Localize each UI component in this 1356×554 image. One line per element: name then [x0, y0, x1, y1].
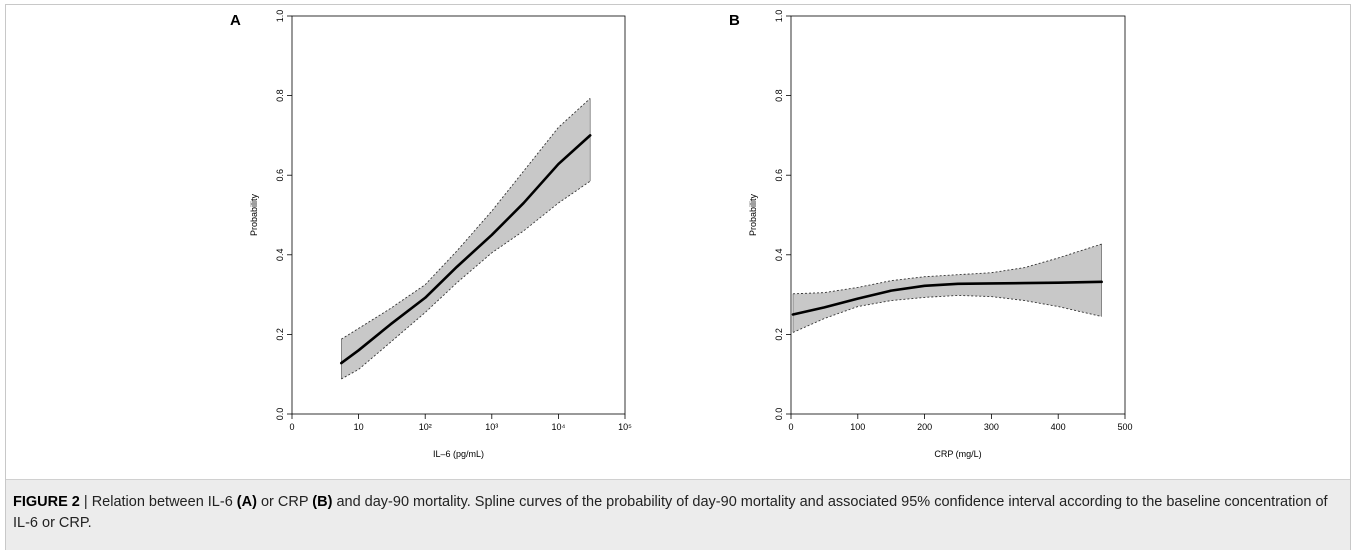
- x-tick-label: 300: [984, 422, 999, 432]
- caption-text-2: or CRP: [256, 494, 313, 510]
- caption-separator: |: [79, 494, 92, 510]
- x-tick-label: 400: [1051, 422, 1066, 432]
- confidence-band: [341, 98, 591, 379]
- panel-b: 0 100 200 300 400 500 0.0 0.2 0.4 0.6 0.8 1.0 CRP (m…: [729, 10, 1133, 459]
- y-tick-label: 0.8: [275, 89, 285, 102]
- y-tick-label: 0.0: [275, 408, 285, 421]
- caption-ref-b: (B): [312, 494, 333, 510]
- y-tick-label: 0.2: [275, 328, 285, 341]
- x-tick-label: 100: [850, 422, 865, 432]
- x-tick-label: 10⁵: [618, 422, 632, 432]
- x-tick-label: 10²: [419, 422, 432, 432]
- y-tick-label: 0.4: [774, 249, 784, 262]
- panel-a: 0 10 10² 10³ 10⁴ 10⁵ 0.0 0.2 0.4 0.6 0.8 1.0 IL–6 (p…: [230, 10, 632, 459]
- panel-letter: A: [230, 12, 241, 29]
- figure-plots: 0 10 10² 10³ 10⁴ 10⁵ 0.0 0.2 0.4 0.6 0.8 1.0 IL–6 (p…: [230, 10, 1133, 459]
- y-tick-label: 0.6: [774, 169, 784, 182]
- x-tick-label: 10³: [485, 422, 498, 432]
- ci-lower-line: [792, 294, 1102, 333]
- caption-bar: FIGURE 2 | Relation between IL-6 (A) or …: [6, 479, 1350, 550]
- y-tick-label: 0.0: [774, 408, 784, 421]
- x-tick-label: 10⁴: [551, 422, 565, 432]
- y-tick-label: 1.0: [774, 10, 784, 23]
- panel-letter: B: [729, 12, 740, 29]
- ci-lower-line: [341, 180, 591, 380]
- ci-upper-line: [341, 98, 591, 340]
- spline-curve: [791, 280, 1103, 316]
- x-tick-label: 10: [354, 422, 364, 432]
- plot-frame: [790, 15, 1126, 415]
- x-tick-label: 0: [289, 422, 294, 432]
- plot-frame: [291, 15, 626, 415]
- x-axis-title: CRP (mg/L): [934, 449, 981, 459]
- caption-text-1: Relation between IL-6: [91, 494, 237, 510]
- figure-frame: 0 10 10² 10³ 10⁴ 10⁵ 0.0 0.2 0.4 0.6 0.8 1.0 IL–6 (p…: [5, 4, 1351, 550]
- x-axis-title: IL–6 (pg/mL): [433, 449, 484, 459]
- y-axis-title: Probability: [748, 193, 758, 236]
- y-tick-label: 1.0: [275, 10, 285, 23]
- figure-caption: FIGURE 2 | Relation between IL-6 (A) or …: [13, 492, 1333, 534]
- y-tick-label: 0.4: [275, 249, 285, 262]
- x-tick-label: 500: [1117, 422, 1132, 432]
- y-tick-label: 0.2: [774, 328, 784, 341]
- confidence-band: [793, 244, 1102, 333]
- figure-label: FIGURE 2: [13, 494, 80, 510]
- ci-upper-line: [792, 243, 1102, 295]
- x-tick-label: 200: [917, 422, 932, 432]
- y-axis-title: Probability: [249, 193, 259, 236]
- spline-curve: [340, 134, 592, 365]
- x-tick-label: 0: [788, 422, 793, 432]
- y-tick-label: 0.6: [275, 169, 285, 182]
- caption-ref-a: (A): [236, 494, 257, 510]
- caption-text-3: and day-90 mortality. Spline curves of t…: [13, 494, 1328, 531]
- y-tick-label: 0.8: [774, 89, 784, 102]
